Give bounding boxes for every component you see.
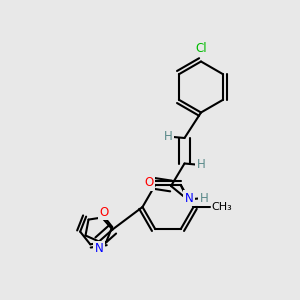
Text: N: N — [94, 242, 103, 256]
Text: H: H — [164, 130, 172, 143]
Text: O: O — [99, 206, 108, 219]
Text: H: H — [200, 191, 208, 205]
Text: O: O — [145, 176, 154, 190]
Text: H: H — [196, 158, 206, 172]
Text: N: N — [184, 191, 194, 205]
Text: Cl: Cl — [195, 41, 207, 55]
Text: CH₃: CH₃ — [212, 202, 232, 212]
